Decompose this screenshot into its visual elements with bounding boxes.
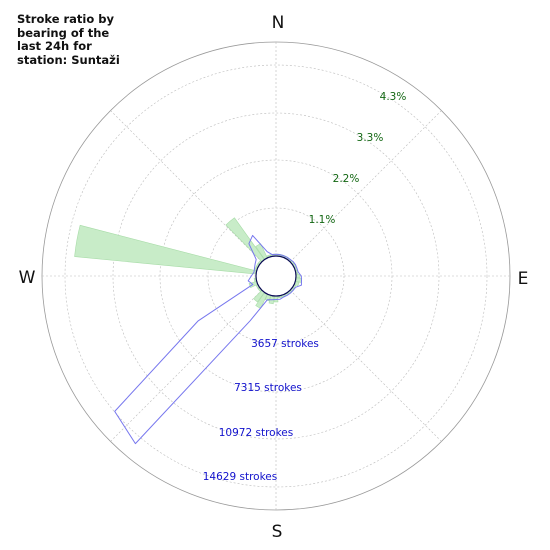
chart-title: Stroke ratio by bearing of the last 24h … [17, 12, 120, 67]
direction-label-w: W [19, 268, 36, 288]
direction-label-n: N [272, 13, 285, 33]
ratio-tick-label: 2.2% [333, 173, 360, 185]
direction-label-s: S [272, 522, 283, 542]
strokes-series [114, 234, 302, 445]
tick-labels: N E S W 1.1% 2.2% 3.3% 4.3% 3657 strokes 7315 str… [19, 13, 529, 542]
ratio-tick-label: 3.3% [357, 132, 384, 144]
grid-ring-4 [64, 64, 488, 488]
spoke-225 [110, 275, 277, 442]
center-disc [255, 255, 297, 297]
stroke-tick-label: 7315 strokes [234, 382, 302, 394]
grid-ring-3 [112, 112, 440, 440]
stroke-tick-label: 3657 strokes [251, 338, 319, 350]
strokes-line [114, 234, 302, 445]
ratio-tick-label: 4.3% [380, 91, 407, 103]
ratio-tick-label: 1.1% [309, 214, 336, 226]
direction-label-e: E [518, 269, 529, 289]
spoke-315 [110, 110, 277, 277]
spoke-45 [275, 110, 442, 277]
spoke-135 [275, 275, 442, 442]
center-circle [255, 255, 297, 297]
stroke-tick-label: 10972 strokes [219, 427, 293, 439]
ratio-wedge [74, 224, 277, 277]
polar-grid [41, 41, 511, 511]
stroke-tick-label: 14629 strokes [203, 471, 277, 483]
